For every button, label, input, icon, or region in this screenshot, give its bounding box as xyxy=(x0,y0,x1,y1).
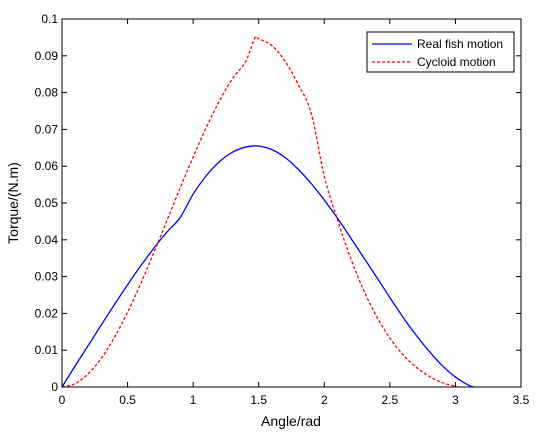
y-tick-label: 0.1 xyxy=(41,12,58,26)
y-tick-label: 0.02 xyxy=(35,306,59,320)
legend: Real fish motion Cycloid motion xyxy=(366,31,515,73)
y-tick-label: 0.09 xyxy=(35,49,59,63)
y-tick-label: 0.01 xyxy=(35,343,59,357)
y-tick-label: 0.08 xyxy=(35,86,59,100)
x-tick-label: 0.5 xyxy=(119,393,136,407)
y-tick-label: 0.07 xyxy=(35,122,59,136)
y-tick-label: 0 xyxy=(51,380,58,394)
y-tick-label: 0.03 xyxy=(35,270,59,284)
x-tick-label: 0 xyxy=(59,393,66,407)
x-tick-label: 3 xyxy=(452,393,459,407)
x-tick-label: 2.5 xyxy=(382,393,399,407)
legend-label-real-fish: Real fish motion xyxy=(417,37,503,51)
y-tick-label: 0.05 xyxy=(35,196,59,210)
x-axis-label: Angle/rad xyxy=(261,413,321,429)
x-tick-label: 2 xyxy=(321,393,328,407)
legend-label-cycloid: Cycloid motion xyxy=(417,55,496,69)
plot-area: 0 0.5 1 1.5 2 2.5 3 3.5 0 0.01 0.02 0.03 0.04 0.05 0.0… xyxy=(35,12,530,407)
y-tick-label: 0.04 xyxy=(35,233,59,247)
y-tick-label: 0.06 xyxy=(35,159,59,173)
axes-frame xyxy=(61,18,522,388)
series-line-real-fish-motion xyxy=(61,145,475,388)
legend-box xyxy=(366,31,515,73)
x-tick-label: 3.5 xyxy=(513,393,530,407)
ticks-layer: 0 0.5 1 1.5 2 2.5 3 3.5 0 0.01 0.02 0.03 0.04 0.05 0.0… xyxy=(35,12,530,407)
series-layer xyxy=(61,35,475,388)
x-tick-label: 1 xyxy=(190,393,197,407)
x-tick-label: 1.5 xyxy=(250,393,267,407)
series-line-cycloid-motion xyxy=(61,35,463,388)
y-axis-label: Torque/(N.m) xyxy=(5,162,21,244)
